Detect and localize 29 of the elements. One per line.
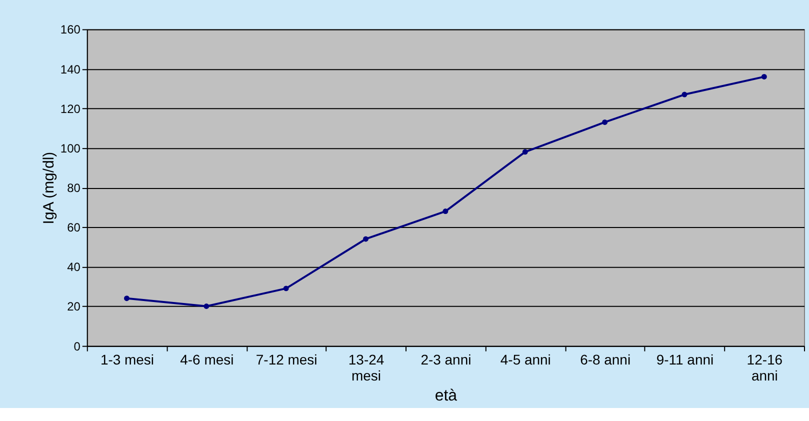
- point: [602, 119, 608, 125]
- y-tick-label: 100: [60, 141, 81, 156]
- point: [204, 304, 210, 309]
- x-tick-label: 4-6 mesi: [180, 351, 234, 368]
- x-tick-label: 9-11 anni: [656, 351, 714, 368]
- x-tick-label: 1-3 mesi: [100, 351, 154, 368]
- y-tick-label: 80: [67, 181, 81, 196]
- point: [124, 296, 130, 302]
- x-tick-label: 6-8 anni: [580, 351, 631, 368]
- y-tick-label: 20: [67, 300, 81, 314]
- point: [442, 208, 448, 214]
- point: [761, 74, 767, 80]
- y-tick-label: 60: [67, 220, 81, 235]
- x-tick-label: 2-3 anni: [420, 351, 472, 368]
- y-tick-label: 140: [60, 62, 81, 76]
- x-tick-label: 13-24 mesi: [348, 351, 384, 384]
- point: [363, 236, 369, 242]
- x-tick-label: 4-5 anni: [500, 351, 551, 368]
- y-tick-label: 120: [60, 102, 81, 116]
- x-tick-label: 12-16 anni: [746, 351, 783, 384]
- x-tick-label: 7-12 mesi: [256, 351, 318, 368]
- point: [522, 149, 528, 155]
- y-tick-label: 160: [60, 22, 81, 37]
- y-tick-label: 40: [67, 260, 81, 274]
- point: [283, 286, 289, 292]
- y-tick-label: 0: [74, 339, 81, 354]
- point: [682, 92, 688, 98]
- y-axis-title: IgA (mg/dl): [40, 152, 58, 224]
- x-axis-title: età: [434, 387, 458, 404]
